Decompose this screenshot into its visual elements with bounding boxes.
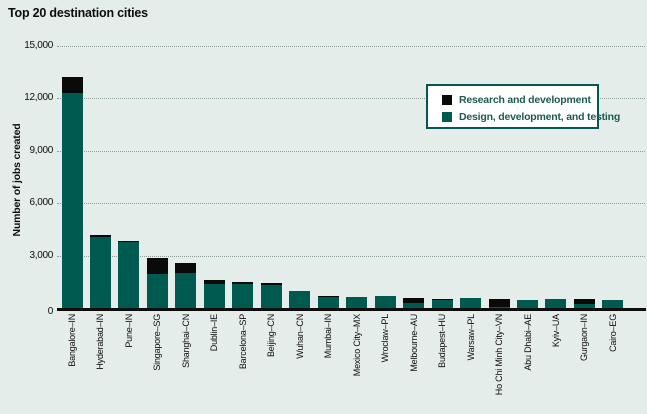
- segment-research-and-development: [203, 280, 225, 285]
- bar-cairo-eg: [602, 300, 624, 308]
- bar-gurgaon-in: [573, 298, 595, 308]
- bar-dublin-ie: [203, 280, 225, 308]
- category-label: Pune–IN: [123, 314, 134, 348]
- category-label: Budapest–HU: [437, 314, 448, 368]
- category-label: Cairo–EG: [607, 314, 618, 352]
- segment-research-and-development: [488, 298, 510, 307]
- segment-design-development-testing: [118, 242, 140, 308]
- segment-design-development-testing: [403, 302, 425, 308]
- gridline-6000: [57, 203, 645, 205]
- segment-design-development-testing: [431, 300, 453, 308]
- legend-swatch-design-icon: [442, 111, 452, 122]
- bar-singapore-sg: [146, 258, 168, 308]
- y-tick-label: 15,000: [24, 40, 53, 51]
- segment-design-development-testing: [317, 297, 339, 308]
- segment-design-development-testing: [203, 284, 225, 308]
- bar-wuhan-cn: [289, 290, 311, 308]
- category-label: Bangalore–IN: [67, 314, 77, 367]
- bar-kyiv-ua: [545, 298, 567, 308]
- bar-pune-in: [118, 240, 140, 308]
- bar-shanghai-cn: [175, 263, 197, 308]
- segment-research-and-development: [89, 234, 111, 238]
- segment-design-development-testing: [260, 284, 282, 308]
- gridline-9000: [57, 150, 645, 152]
- segment-research-and-development: [403, 298, 425, 303]
- legend-label-research: Research and development: [459, 93, 591, 106]
- segment-research-and-development: [260, 282, 282, 285]
- category-label: Mumbai–IN: [323, 314, 334, 359]
- segment-design-development-testing: [232, 283, 254, 308]
- bar-bangalore-in: [61, 77, 83, 308]
- bar-mumbai-in: [317, 295, 339, 308]
- category-label: Shanghai–CN: [180, 314, 191, 368]
- legend: Research and development Design, develop…: [426, 84, 620, 129]
- gridline-15000: [57, 46, 645, 47]
- y-tick-label: 3,000: [29, 249, 53, 261]
- category-label: Singapore–SG: [152, 314, 163, 371]
- category-label: Gurgaon–IN: [579, 314, 590, 362]
- y-tick-label: 0: [47, 306, 54, 317]
- legend-item-research: Research and development: [442, 91, 597, 108]
- category-label: Melbourne–AU: [408, 314, 419, 372]
- category-label: Mexico City–MX: [351, 314, 362, 377]
- segment-design-development-testing: [175, 273, 197, 308]
- segment-design-development-testing: [374, 296, 396, 308]
- y-tick-label: 12,000: [24, 92, 53, 104]
- x-axis-line: [57, 308, 646, 311]
- bar-budapest-hu: [431, 299, 453, 308]
- segment-research-and-development: [61, 77, 83, 94]
- category-label: Hyderabad–IN: [95, 314, 106, 370]
- segment-design-development-testing: [517, 299, 539, 308]
- bar-mexico-city-mx: [346, 296, 368, 308]
- category-label: Barcelona–SP: [237, 314, 248, 370]
- segment-research-and-development: [175, 263, 197, 274]
- segment-research-and-development: [573, 298, 595, 304]
- bar-hyderabad-in: [89, 234, 111, 308]
- segment-research-and-development: [317, 295, 339, 298]
- segment-research-and-development: [431, 299, 453, 301]
- bar-ho-chi-minh-city-vn: [488, 298, 510, 308]
- segment-design-development-testing: [460, 298, 482, 308]
- segment-research-and-development: [232, 281, 254, 284]
- legend-label-design: Design, development, and testing: [459, 110, 621, 123]
- bar-beijing-cn: [260, 282, 282, 308]
- legend-swatch-research-icon: [442, 94, 452, 105]
- gridline-12000: [57, 98, 645, 100]
- segment-design-development-testing: [346, 296, 368, 308]
- bar-abu-dhabi-ae: [517, 299, 539, 308]
- segment-research-and-development: [146, 258, 168, 274]
- y-axis-label: Number of jobs created: [11, 123, 23, 237]
- segment-design-development-testing: [545, 298, 567, 308]
- segment-design-development-testing: [573, 303, 595, 308]
- bar-warsaw-pl: [460, 298, 482, 308]
- category-label: Ho Chi Minh City–VN: [494, 314, 505, 396]
- segment-design-development-testing: [146, 273, 168, 308]
- category-label: Beijing–CN: [266, 314, 277, 358]
- y-tick-label: 6,000: [29, 197, 53, 209]
- category-label: Wuhan–CN: [294, 314, 305, 359]
- segment-design-development-testing: [289, 290, 311, 308]
- bar-melbourne-au: [403, 298, 425, 308]
- bar-wroclaw-pl: [374, 296, 396, 308]
- bar-barcelona-sp: [232, 281, 254, 308]
- category-label: Dublin–IE: [209, 314, 220, 352]
- segment-design-development-testing: [89, 237, 111, 308]
- segment-design-development-testing: [488, 306, 510, 308]
- gridline-3000: [57, 255, 645, 257]
- segment-design-development-testing: [602, 300, 624, 308]
- segment-research-and-development: [118, 240, 140, 243]
- chart-title: Top 20 destination cities: [8, 6, 148, 20]
- y-tick-label: 9,000: [29, 144, 53, 156]
- category-label: Kyiv–UA: [550, 314, 561, 348]
- category-label: Wroclaw–PL: [380, 314, 391, 363]
- category-label: Warsaw–PL: [465, 314, 476, 361]
- category-label: Abu Dhabi–AE: [522, 314, 533, 371]
- segment-design-development-testing: [61, 93, 83, 308]
- legend-item-design: Design, development, and testing: [442, 108, 620, 125]
